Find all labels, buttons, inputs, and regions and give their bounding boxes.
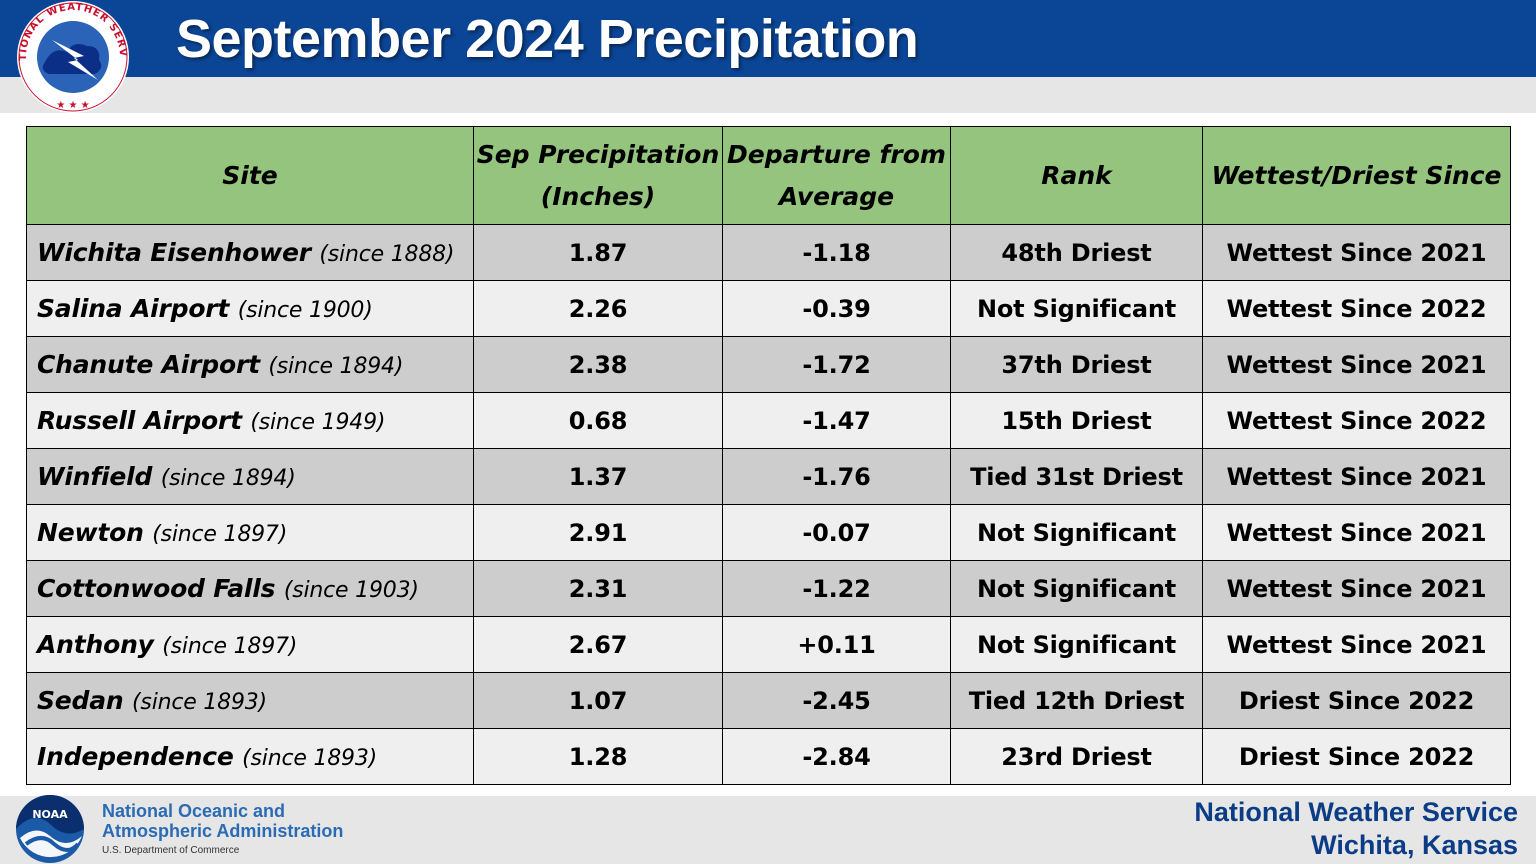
precip-cell: 2.38 xyxy=(473,336,723,393)
column-header-site: Site xyxy=(26,126,474,225)
site-cell: Newton (since 1897) xyxy=(26,504,474,561)
precipitation-table: Site Sep Precipitation (Inches) Departure… xyxy=(26,126,1511,785)
precip-cell: 1.87 xyxy=(473,224,723,281)
footer-bar xyxy=(0,796,1536,864)
since-cell: Driest Since 2022 xyxy=(1202,672,1511,729)
precip-cell: 2.67 xyxy=(473,616,723,673)
since-cell: Wettest Since 2021 xyxy=(1202,504,1511,561)
noaa-name-line1: National Oceanic and xyxy=(102,801,286,821)
column-header-since: Wettest/Driest Since xyxy=(1202,126,1511,225)
noaa-logo-text: NOAA xyxy=(32,808,68,821)
office-name: National Weather Service xyxy=(1194,797,1518,827)
column-header-departure: Departure from Average xyxy=(722,126,951,225)
departure-cell: -2.45 xyxy=(722,672,951,729)
precip-cell: 1.28 xyxy=(473,728,723,785)
noaa-department: U.S. Department of Commerce xyxy=(102,845,240,856)
rank-cell: 48th Driest xyxy=(950,224,1203,281)
column-header-precipitation: Sep Precipitation (Inches) xyxy=(473,126,723,225)
precip-cell: 0.68 xyxy=(473,392,723,449)
rank-cell: 37th Driest xyxy=(950,336,1203,393)
rank-cell: 15th Driest xyxy=(950,392,1203,449)
since-cell: Wettest Since 2022 xyxy=(1202,280,1511,337)
site-cell: Wichita Eisenhower (since 1888) xyxy=(26,224,474,281)
table-row: Independence (since 1893) 1.28 -2.84 23r… xyxy=(26,728,1511,785)
departure-cell: -1.18 xyxy=(722,224,951,281)
table-row: Cottonwood Falls (since 1903) 2.31 -1.22… xyxy=(26,560,1511,617)
header-subbar xyxy=(0,77,1536,113)
table-row: Chanute Airport (since 1894) 2.38 -1.72 … xyxy=(26,336,1511,393)
rank-cell: Not Significant xyxy=(950,560,1203,617)
table-row: Newton (since 1897) 2.91 -0.07 Not Signi… xyxy=(26,504,1511,561)
departure-cell: -2.84 xyxy=(722,728,951,785)
nws-logo-icon: NATIONAL WEATHER SERVICE ★ ★ ★ xyxy=(12,0,129,113)
precip-cell: 1.37 xyxy=(473,448,723,505)
rank-cell: Not Significant xyxy=(950,280,1203,337)
rank-cell: Not Significant xyxy=(950,616,1203,673)
svg-text:★ ★ ★: ★ ★ ★ xyxy=(56,100,89,111)
since-cell: Wettest Since 2021 xyxy=(1202,560,1511,617)
table-row: Russell Airport (since 1949) 0.68 -1.47 … xyxy=(26,392,1511,449)
since-cell: Wettest Since 2021 xyxy=(1202,336,1511,393)
table-row: Wichita Eisenhower (since 1888) 1.87 -1.… xyxy=(26,224,1511,281)
site-cell: Anthony (since 1897) xyxy=(26,616,474,673)
header-bar xyxy=(0,0,1536,77)
site-cell: Salina Airport (since 1900) xyxy=(26,280,474,337)
precip-cell: 2.26 xyxy=(473,280,723,337)
rank-cell: Tied 31st Driest xyxy=(950,448,1203,505)
departure-cell: -1.22 xyxy=(722,560,951,617)
precip-cell: 1.07 xyxy=(473,672,723,729)
column-header-rank: Rank xyxy=(950,126,1203,225)
table-row: Winfield (since 1894) 1.37 -1.76 Tied 31… xyxy=(26,448,1511,505)
rank-cell: Not Significant xyxy=(950,504,1203,561)
table-header-row: Site Sep Precipitation (Inches) Departure… xyxy=(26,126,1511,225)
site-cell: Sedan (since 1893) xyxy=(26,672,474,729)
departure-cell: -1.47 xyxy=(722,392,951,449)
departure-cell: +0.11 xyxy=(722,616,951,673)
departure-cell: -1.72 xyxy=(722,336,951,393)
rank-cell: 23rd Driest xyxy=(950,728,1203,785)
site-cell: Cottonwood Falls (since 1903) xyxy=(26,560,474,617)
table-row: Anthony (since 1897) 2.67 +0.11 Not Sign… xyxy=(26,616,1511,673)
since-cell: Wettest Since 2022 xyxy=(1202,392,1511,449)
site-cell: Chanute Airport (since 1894) xyxy=(26,336,474,393)
precip-cell: 2.91 xyxy=(473,504,723,561)
noaa-name-line2: Atmospheric Administration xyxy=(102,821,344,841)
page-title: September 2024 Precipitation xyxy=(176,9,919,69)
site-cell: Winfield (since 1894) xyxy=(26,448,474,505)
table-row: Sedan (since 1893) 1.07 -2.45 Tied 12th … xyxy=(26,672,1511,729)
since-cell: Wettest Since 2021 xyxy=(1202,448,1511,505)
since-cell: Driest Since 2022 xyxy=(1202,728,1511,785)
site-cell: Independence (since 1893) xyxy=(26,728,474,785)
noaa-logo-icon: NOAA xyxy=(16,795,84,863)
since-cell: Wettest Since 2021 xyxy=(1202,224,1511,281)
site-cell: Russell Airport (since 1949) xyxy=(26,392,474,449)
precip-cell: 2.31 xyxy=(473,560,723,617)
table-row: Salina Airport (since 1900) 2.26 -0.39 N… xyxy=(26,280,1511,337)
departure-cell: -0.39 xyxy=(722,280,951,337)
departure-cell: -0.07 xyxy=(722,504,951,561)
since-cell: Wettest Since 2021 xyxy=(1202,616,1511,673)
departure-cell: -1.76 xyxy=(722,448,951,505)
rank-cell: Tied 12th Driest xyxy=(950,672,1203,729)
office-location: Wichita, Kansas xyxy=(1311,830,1518,860)
